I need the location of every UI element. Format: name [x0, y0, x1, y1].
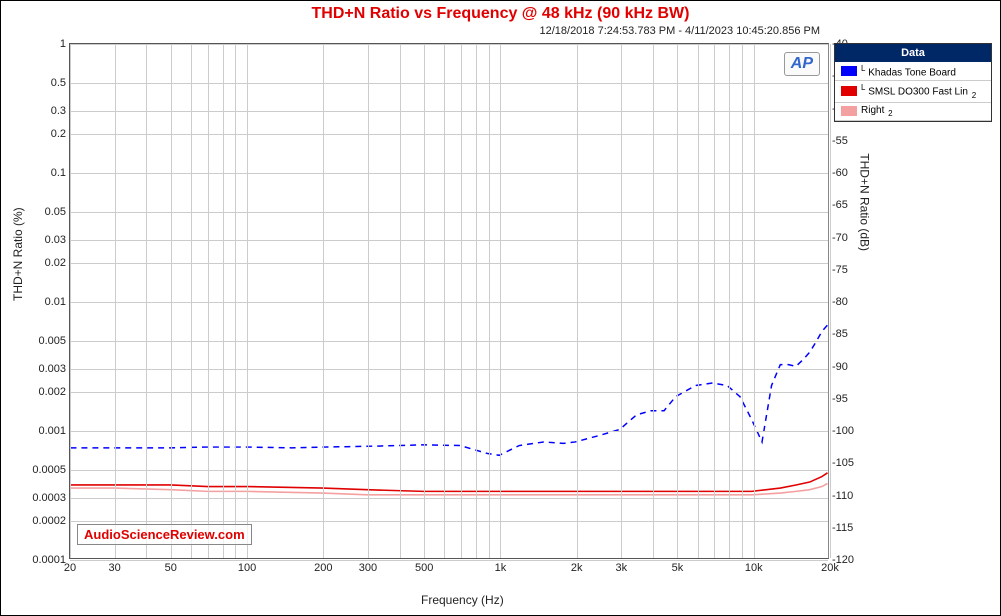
y-right-tick: -55	[828, 135, 848, 147]
y-left-tick: 0.005	[38, 335, 70, 347]
y-left-tick: 0.002	[38, 386, 70, 398]
legend-items: L Khadas Tone Board L SMSL DO300 Fast Lin…	[835, 62, 991, 121]
legend-swatch	[841, 66, 857, 76]
legend-swatch	[841, 106, 857, 116]
legend-label: Right 2	[861, 105, 893, 118]
timestamp: 12/18/2018 7:24:53.783 PM - 4/11/2023 10…	[539, 25, 820, 37]
legend-swatch	[841, 86, 857, 96]
y-left-tick: 1	[60, 38, 70, 50]
y-axis-left-label: THD+N Ratio (%)	[11, 207, 25, 301]
y-left-tick: 0.03	[45, 234, 70, 246]
y-left-tick: 0.003	[38, 363, 70, 375]
y-axis-right-label: THD+N Ratio (dB)	[858, 153, 872, 251]
legend-item: L Khadas Tone Board	[835, 62, 991, 81]
y-right-tick: -105	[828, 457, 854, 469]
y-right-tick: -90	[828, 361, 848, 373]
y-left-tick: 0.0005	[32, 464, 70, 476]
legend-header: Data	[835, 44, 991, 62]
y-left-tick: 0.0001	[32, 554, 70, 566]
y-right-tick: -95	[828, 393, 848, 405]
y-left-tick: 0.2	[51, 128, 70, 140]
legend-item: L SMSL DO300 Fast Lin 2	[835, 81, 991, 102]
y-left-tick: 0.02	[45, 257, 70, 269]
legend: Data L Khadas Tone Board L SMSL DO300 Fas…	[834, 43, 992, 122]
asr-watermark: AudioScienceReview.com	[77, 524, 252, 545]
y-left-tick: 0.3	[51, 105, 70, 117]
chart-container: THD+N Ratio vs Frequency @ 48 kHz (90 kH…	[0, 0, 1001, 616]
legend-item: Right 2	[835, 103, 991, 121]
plot-area: AP 2030501002003005001k2k3k5k10k20k10.50…	[69, 43, 829, 559]
chart-title: THD+N Ratio vs Frequency @ 48 kHz (90 kH…	[1, 5, 1000, 23]
y-right-tick: -100	[828, 425, 854, 437]
y-right-tick: -120	[828, 554, 854, 566]
y-left-tick: 0.05	[45, 206, 70, 218]
y-right-tick: -85	[828, 328, 848, 340]
legend-label: L Khadas Tone Board	[861, 64, 956, 78]
y-left-tick: 0.5	[51, 77, 70, 89]
y-left-tick: 0.1	[51, 167, 70, 179]
y-right-tick: -80	[828, 296, 848, 308]
x-axis-label: Frequency (Hz)	[421, 593, 504, 607]
y-right-tick: -75	[828, 264, 848, 276]
y-right-tick: -65	[828, 199, 848, 211]
y-left-tick: 0.0003	[32, 492, 70, 504]
y-right-tick: -70	[828, 232, 848, 244]
y-left-tick: 0.01	[45, 296, 70, 308]
legend-label: L SMSL DO300 Fast Lin 2	[861, 83, 976, 99]
y-right-tick: -115	[828, 522, 853, 534]
y-right-tick: -110	[828, 490, 853, 502]
y-left-tick: 0.001	[38, 425, 70, 437]
y-right-tick: -60	[828, 167, 848, 179]
y-left-tick: 0.0002	[32, 515, 70, 527]
